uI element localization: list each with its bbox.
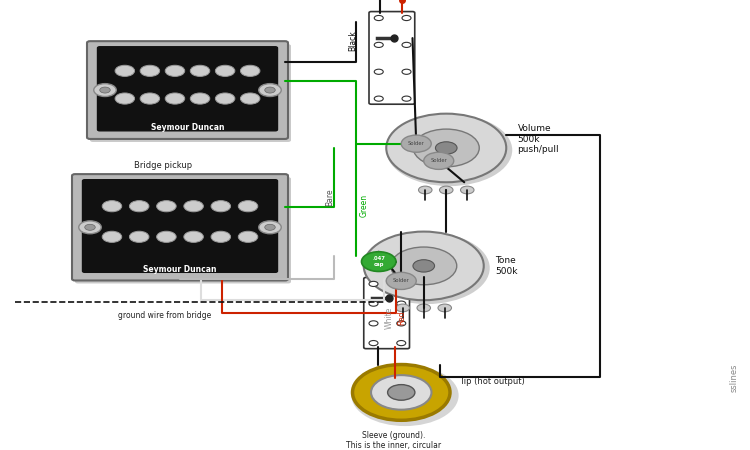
Circle shape xyxy=(165,93,184,104)
Text: ground wire from bridge: ground wire from bridge xyxy=(118,311,211,320)
Circle shape xyxy=(374,15,383,21)
Circle shape xyxy=(402,15,411,21)
Text: Volume
500k
push/pull: Volume 500k push/pull xyxy=(518,125,559,154)
Circle shape xyxy=(396,304,410,312)
Circle shape xyxy=(374,96,383,101)
Circle shape xyxy=(364,232,484,300)
Circle shape xyxy=(265,87,275,93)
Text: .047
cap: .047 cap xyxy=(372,256,386,267)
Circle shape xyxy=(352,364,450,420)
Circle shape xyxy=(130,231,149,243)
FancyBboxPatch shape xyxy=(87,41,288,139)
Text: Solder: Solder xyxy=(408,141,424,146)
FancyBboxPatch shape xyxy=(98,47,278,131)
Circle shape xyxy=(386,272,416,289)
Circle shape xyxy=(130,201,149,212)
Text: sslines: sslines xyxy=(730,363,739,392)
Circle shape xyxy=(157,231,176,243)
FancyBboxPatch shape xyxy=(82,180,278,272)
Circle shape xyxy=(165,65,184,77)
Circle shape xyxy=(100,87,110,93)
Circle shape xyxy=(402,96,411,101)
Text: Red: Red xyxy=(398,310,406,324)
Circle shape xyxy=(374,69,383,74)
Circle shape xyxy=(351,365,458,426)
Circle shape xyxy=(419,186,432,194)
Circle shape xyxy=(413,260,434,272)
Text: Tip (hot output): Tip (hot output) xyxy=(459,377,525,386)
Text: Black: Black xyxy=(348,30,357,51)
FancyBboxPatch shape xyxy=(72,174,288,280)
Circle shape xyxy=(241,65,260,77)
Circle shape xyxy=(413,129,479,167)
Text: Seymour Duncan: Seymour Duncan xyxy=(151,123,224,132)
Text: Solder: Solder xyxy=(393,279,410,284)
Circle shape xyxy=(85,224,95,230)
Text: Bridge pickup: Bridge pickup xyxy=(134,161,192,170)
Text: White: White xyxy=(386,306,394,328)
Circle shape xyxy=(436,142,457,154)
Circle shape xyxy=(402,42,411,47)
Circle shape xyxy=(397,321,406,326)
Circle shape xyxy=(386,114,512,186)
Circle shape xyxy=(397,301,406,306)
Circle shape xyxy=(190,65,210,77)
Circle shape xyxy=(238,231,258,243)
Circle shape xyxy=(417,304,430,312)
Circle shape xyxy=(440,186,453,194)
Circle shape xyxy=(140,65,160,77)
Circle shape xyxy=(397,341,406,346)
Circle shape xyxy=(115,93,134,104)
Circle shape xyxy=(259,84,281,96)
Circle shape xyxy=(364,232,490,304)
Circle shape xyxy=(424,152,454,169)
Circle shape xyxy=(241,93,260,104)
Circle shape xyxy=(157,201,176,212)
Text: Sleeve (ground).
This is the inner, circular: Sleeve (ground). This is the inner, circ… xyxy=(346,431,441,450)
Circle shape xyxy=(369,301,378,306)
Circle shape xyxy=(115,65,134,77)
Circle shape xyxy=(402,69,411,74)
Text: Tone
500k: Tone 500k xyxy=(495,256,517,275)
Circle shape xyxy=(259,221,281,234)
Circle shape xyxy=(401,135,431,152)
Circle shape xyxy=(190,93,210,104)
Text: Seymour Duncan: Seymour Duncan xyxy=(143,265,217,274)
Circle shape xyxy=(460,186,474,194)
FancyBboxPatch shape xyxy=(90,44,291,142)
Circle shape xyxy=(374,42,383,47)
Circle shape xyxy=(102,201,122,212)
Circle shape xyxy=(369,321,378,326)
Text: Green: Green xyxy=(359,194,368,217)
Circle shape xyxy=(369,281,378,287)
Circle shape xyxy=(94,84,116,96)
Text: Bare: Bare xyxy=(326,189,334,206)
Circle shape xyxy=(391,247,457,285)
Circle shape xyxy=(238,201,258,212)
Circle shape xyxy=(79,221,101,234)
Text: Solder: Solder xyxy=(430,158,447,163)
FancyBboxPatch shape xyxy=(369,12,415,104)
Circle shape xyxy=(184,231,203,243)
FancyBboxPatch shape xyxy=(364,278,410,349)
Circle shape xyxy=(388,385,415,400)
Circle shape xyxy=(397,281,406,287)
Circle shape xyxy=(369,341,378,346)
Circle shape xyxy=(211,201,230,212)
Circle shape xyxy=(140,93,160,104)
Circle shape xyxy=(215,65,235,77)
Circle shape xyxy=(362,252,396,271)
Circle shape xyxy=(386,114,506,182)
FancyBboxPatch shape xyxy=(75,177,291,284)
Circle shape xyxy=(184,201,203,212)
Circle shape xyxy=(211,231,230,243)
Circle shape xyxy=(102,231,122,243)
Circle shape xyxy=(265,224,275,230)
Circle shape xyxy=(215,93,235,104)
Circle shape xyxy=(438,304,452,312)
Circle shape xyxy=(371,375,431,410)
